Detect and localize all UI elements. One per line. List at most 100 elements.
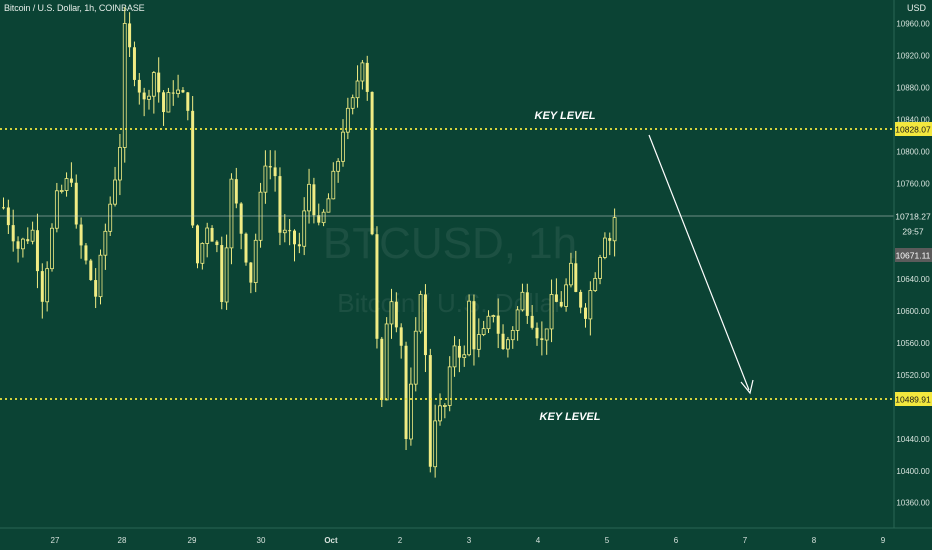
x-tick-label: 9 [881,536,886,545]
candle-body [452,345,457,368]
candle-body [365,62,369,92]
x-tick-label: 30 [257,536,266,545]
candle-body [200,243,205,264]
candle-body [229,178,234,249]
candle-body [341,131,345,162]
current-price-tag: 10718.27 [895,209,932,223]
forecast-arrow[interactable] [648,134,754,395]
candle-body [370,91,374,235]
candle-body [157,72,161,93]
candle-body [476,334,481,350]
candle-body [273,167,277,177]
candle-body [84,245,88,261]
candle-body [579,291,583,308]
candle-body [142,92,146,100]
candle-body [559,301,563,307]
candle-body [30,229,35,242]
y-tick-label: 10360.00 [896,499,930,508]
candle-body [312,184,316,216]
candle-body [191,110,195,226]
candle-body [564,284,568,307]
candle-body [510,330,515,341]
x-tick-label: 6 [674,536,679,545]
candle-body [98,254,103,298]
candle-body [253,239,258,284]
candle-body [574,263,578,292]
candle-body [428,355,432,467]
candle-body [380,338,384,400]
time-axis[interactable]: 27 28 29 30 Oct 2 3 4 5 6 7 8 9 [0,527,932,545]
candle-body [336,160,341,172]
x-tick-label: 3 [467,536,472,545]
y-tick-label: 10440.00 [896,435,930,444]
candle-body [176,89,181,95]
key-level-lower-label: KEY LEVEL [540,411,601,423]
candle-body [118,147,122,181]
current-price-text: 10718.27 [895,212,931,222]
y-tick-label: 10960.00 [896,20,930,29]
candle-body [515,309,520,331]
candle-body [530,315,534,328]
candle-body [26,239,30,242]
candle-body [215,241,219,246]
key-level-upper-price-tag: 10828.07 [895,122,932,136]
candle-body [535,327,539,339]
candle-body [317,215,321,223]
candle-body [584,307,587,319]
countdown-text: 29:57 [902,227,924,237]
candle-body [544,328,549,341]
candle-body [394,301,398,328]
candle-body [423,294,427,356]
y-tick-label: 10760.00 [896,179,930,188]
candle-body [350,97,355,109]
candle-body [505,339,510,350]
candle-body [408,383,413,440]
candle-body [447,366,452,406]
candle-body [137,79,141,93]
candle-body [89,260,93,281]
candle-body [196,225,199,264]
candle-body [69,178,73,183]
candle-body [491,315,496,318]
candle-body [593,277,598,291]
candle-body [389,301,394,325]
candle-body [418,294,423,332]
candles-layer [2,7,617,478]
candle-body [288,230,292,232]
candle-body [166,92,171,113]
y-tick-label: 10400.00 [896,467,930,476]
y-tick-label: 10800.00 [896,147,930,156]
candle-body [282,229,287,234]
candle-body [171,92,175,94]
candle-body [438,405,442,422]
candle-body [345,107,350,133]
y-tick-label: 10520.00 [896,371,930,380]
candle-body [569,262,573,286]
candle-body [122,23,127,148]
candle-body [501,333,505,350]
price-axis[interactable]: 10960.00 10920.00 10880.00 10840.00 10800.00… [893,0,932,528]
candle-body [263,165,268,193]
candle-body [404,345,408,439]
chart-title: Bitcoin / U.S. Dollar, 1h, COINBASE [4,3,145,13]
countdown-tag: 29:57 [895,224,932,238]
x-tick-label: 27 [51,536,60,545]
x-tick-label: 5 [605,536,610,545]
candle-body [603,237,607,258]
candle-body [79,224,83,246]
candle-body [307,183,311,212]
candle-body [40,271,44,302]
candle-body [54,190,59,229]
watermark-symbol: BTCUSD, 1h [323,219,577,268]
key-level-lower-price-tag: 10489.91 [895,392,932,406]
candle-body [355,80,360,99]
y-tick-label: 10920.00 [896,52,930,61]
candle-body [224,247,229,303]
candle-body [45,268,50,303]
candle-body [249,262,253,283]
x-tick-label: 28 [118,536,127,545]
candle-body [20,238,25,250]
candle-body [16,241,20,249]
